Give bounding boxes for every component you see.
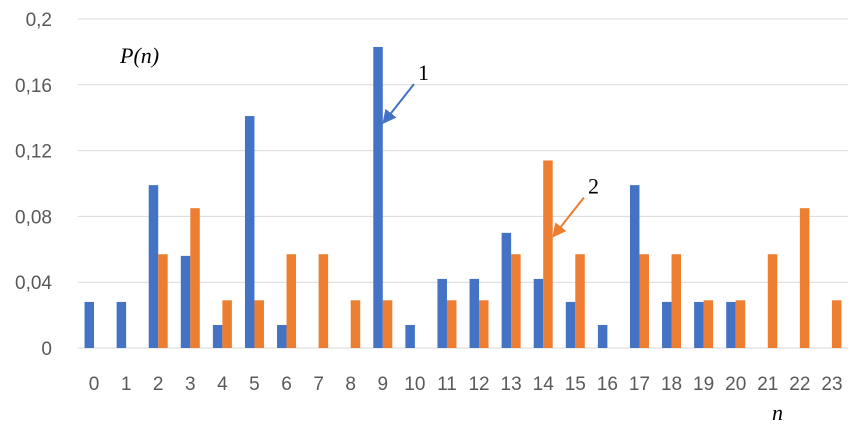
bar-series-1-0 [84, 301, 95, 348]
x-tick-label: 20 [725, 374, 746, 395]
x-tick-label: 1 [121, 374, 132, 395]
bar-series-2-17 [639, 254, 649, 348]
gridlines [78, 18, 848, 349]
bars [84, 46, 842, 349]
x-tick-label: 18 [661, 374, 682, 395]
x-tick-label: 19 [693, 374, 714, 395]
x-tick-label: 10 [404, 374, 425, 395]
x-tick-label: 6 [281, 374, 292, 395]
y-tick-label: 0,08 [15, 207, 52, 228]
bar-series-1-6 [277, 324, 287, 348]
x-tick-label: 11 [437, 374, 457, 395]
bar-series-2-3 [190, 208, 200, 348]
y-axis-title: P(n) [119, 43, 159, 68]
y-axis-ticks: 0 0,04 0,08 0,12 0,16 0,2 [15, 10, 52, 360]
bar-series-1-16 [597, 324, 608, 348]
x-axis-title: n [772, 400, 783, 425]
bar-series-1-2 [148, 185, 159, 348]
x-tick-label: 15 [565, 374, 586, 395]
bar-series-1-15 [565, 301, 576, 348]
series-annotations: 12 [382, 60, 599, 238]
x-tick-label: 17 [629, 374, 650, 395]
bar-series-2-11 [446, 300, 457, 348]
bar-series-2-15 [575, 254, 585, 348]
bar-series-1-10 [405, 324, 415, 348]
x-tick-label: 7 [313, 374, 324, 395]
x-tick-label: 3 [185, 374, 196, 395]
bar-series-1-4 [212, 324, 223, 348]
x-tick-label: 0 [89, 374, 100, 395]
x-tick-label: 21 [757, 374, 778, 395]
x-axis-ticks: 0 1 2 3 4 5 6 7 8 9 10 11 12 13 14 15 16 17 18 19 20 21 22 23 [89, 374, 843, 395]
annotation-label-1: 1 [418, 60, 429, 85]
bar-series-1-1 [116, 301, 127, 348]
bar-series-1-11 [437, 278, 447, 348]
bar-series-1-14 [533, 278, 544, 348]
y-tick-label: 0,2 [26, 10, 52, 31]
x-tick-label: 23 [821, 374, 842, 395]
bar-series-1-17 [629, 185, 640, 348]
x-tick-label: 16 [597, 374, 618, 395]
bar-series-2-19 [703, 300, 714, 348]
bar-series-1-5 [244, 116, 255, 349]
bar-series-2-23 [831, 300, 842, 348]
x-tick-label: 13 [501, 374, 522, 395]
bar-series-1-18 [662, 301, 672, 348]
bar-series-2-4 [222, 300, 232, 348]
bar-series-2-9 [382, 300, 393, 348]
bar-series-2-2 [158, 254, 168, 348]
bar-series-1-13 [501, 232, 512, 348]
bar-series-1-3 [180, 255, 191, 348]
bar-series-2-13 [511, 254, 521, 348]
bar-series-2-8 [350, 300, 361, 348]
y-tick-label: 0,04 [15, 273, 52, 294]
bar-series-1-9 [373, 46, 383, 349]
bar-series-1-19 [694, 301, 704, 348]
bar-series-2-7 [318, 254, 329, 348]
y-tick-label: 0,16 [15, 76, 52, 97]
y-tick-label: 0,12 [15, 142, 52, 163]
x-tick-label: 8 [345, 374, 356, 395]
bar-series-2-18 [671, 254, 682, 348]
x-tick-label: 22 [789, 374, 810, 395]
annotation-arrow-1 [382, 83, 415, 125]
x-tick-label: 5 [249, 374, 260, 395]
x-tick-label: 4 [217, 374, 228, 395]
x-tick-label: 9 [378, 374, 389, 395]
x-tick-label: 12 [468, 374, 489, 395]
bar-series-1-20 [726, 301, 736, 348]
bar-series-2-22 [799, 208, 810, 348]
bar-series-1-12 [469, 278, 480, 348]
y-tick-label: 0 [41, 339, 52, 360]
annotation-label-2: 2 [588, 173, 599, 198]
bar-series-2-20 [735, 300, 746, 348]
bar-series-2-21 [767, 254, 778, 348]
bar-series-2-6 [286, 254, 297, 348]
bar-series-2-12 [479, 300, 489, 348]
x-tick-label: 2 [153, 374, 164, 395]
annotation-arrow-2 [552, 196, 585, 238]
bar-series-2-14 [543, 160, 553, 348]
x-tick-label: 14 [533, 374, 555, 395]
bar-series-2-5 [254, 300, 264, 348]
